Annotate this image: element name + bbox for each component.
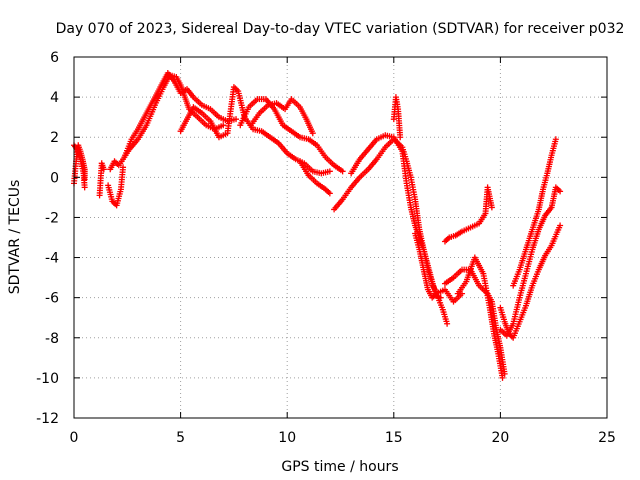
data-point	[437, 294, 444, 301]
data-point	[100, 166, 107, 173]
y-tick-labels: -12 -10 -8 -6 -4 -2 0 2 4 6	[36, 50, 59, 427]
data-point	[233, 116, 240, 123]
plot-frame	[73, 56, 608, 419]
grid-lines	[74, 57, 607, 418]
y-tick-label: -8	[45, 331, 59, 347]
data-point	[397, 134, 404, 141]
data-point	[552, 136, 559, 143]
x-axis-label: GPS time / hours	[281, 459, 398, 475]
x-tick-label: 10	[278, 430, 296, 446]
axis-ticks	[73, 56, 608, 419]
y-tick-label: -10	[36, 371, 59, 387]
y-tick-label: -2	[45, 210, 59, 226]
data-point	[557, 222, 564, 229]
data-point	[326, 190, 333, 197]
y-tick-label: 2	[50, 130, 59, 146]
x-tick-label: 5	[176, 430, 185, 446]
data-point	[309, 130, 316, 137]
data-points	[71, 70, 564, 381]
data-point	[120, 164, 127, 171]
data-point	[220, 122, 227, 129]
data-point	[339, 168, 346, 175]
y-tick-label: -6	[45, 291, 59, 307]
data-point	[326, 168, 333, 175]
data-point	[444, 320, 451, 327]
data-point	[488, 204, 495, 211]
y-tick-label: -12	[36, 411, 59, 427]
y-tick-label: -4	[45, 251, 59, 267]
y-axis-label: SDTVAR / TECUs	[7, 180, 23, 295]
y-tick-label: 4	[50, 90, 59, 106]
y-tick-label: 6	[50, 50, 59, 66]
x-tick-label: 0	[70, 430, 79, 446]
data-point	[557, 188, 564, 195]
x-tick-labels: 0 5 10 15 20 25	[70, 430, 616, 446]
x-tick-label: 15	[385, 430, 403, 446]
data-point	[499, 374, 506, 381]
chart-title: Day 070 of 2023, Sidereal Day-to-day VTE…	[56, 21, 625, 37]
x-tick-label: 25	[598, 430, 616, 446]
data-point	[81, 184, 88, 191]
x-tick-label: 20	[491, 430, 509, 446]
y-tick-label: 0	[50, 170, 59, 186]
